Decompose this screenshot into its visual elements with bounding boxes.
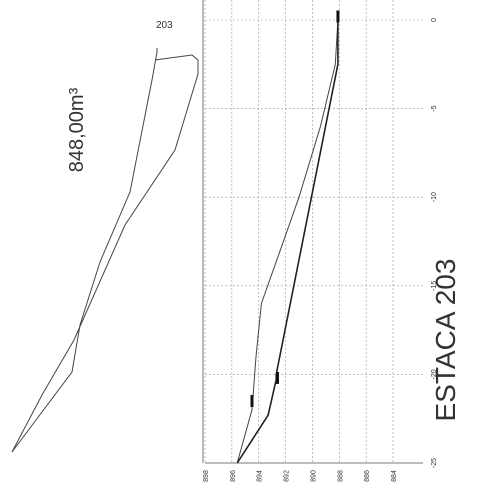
volume-label: 848,00m³ (66, 87, 88, 172)
profile-plot: 898 896 894 892 890 888 886 884 0 -5 -10 -15 -20 -25 (202, 0, 438, 482)
area-outline (11, 48, 199, 453)
station-tick-label: -10 (431, 192, 438, 202)
station-number-label: 203 (156, 20, 173, 31)
elevation-tick-label: 898 (203, 470, 210, 482)
area-outline-right-edge (11, 48, 158, 453)
station-tick-label: -25 (431, 458, 438, 468)
elevation-tick-label: 884 (391, 470, 398, 482)
station-tick-label: -15 (431, 281, 438, 291)
elevation-tick-label: 896 (230, 470, 237, 482)
station-tick-label: -5 (431, 105, 438, 111)
sheet-title: ESTACA 203 (430, 259, 461, 422)
elevation-tick-label: 892 (284, 470, 291, 482)
station-tick-label: 0 (431, 18, 438, 22)
elevation-tick-label: 886 (364, 470, 371, 482)
terrain-line (236, 19, 339, 464)
area-outline-left-edge (11, 54, 199, 453)
plot-markers (250, 10, 340, 407)
plot-grid (202, 0, 423, 464)
elevation-tick-label: 894 (257, 470, 264, 482)
plot-axis-labels: 898 896 894 892 890 888 886 884 0 -5 -10 -15 -20 -25 (203, 18, 438, 482)
elevation-tick-label: 888 (337, 470, 344, 482)
elevation-tick-label: 890 (310, 470, 317, 482)
station-tick-label: -20 (431, 369, 438, 379)
